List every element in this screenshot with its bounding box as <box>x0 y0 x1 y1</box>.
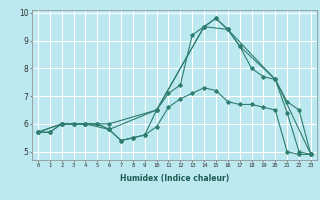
X-axis label: Humidex (Indice chaleur): Humidex (Indice chaleur) <box>120 174 229 183</box>
